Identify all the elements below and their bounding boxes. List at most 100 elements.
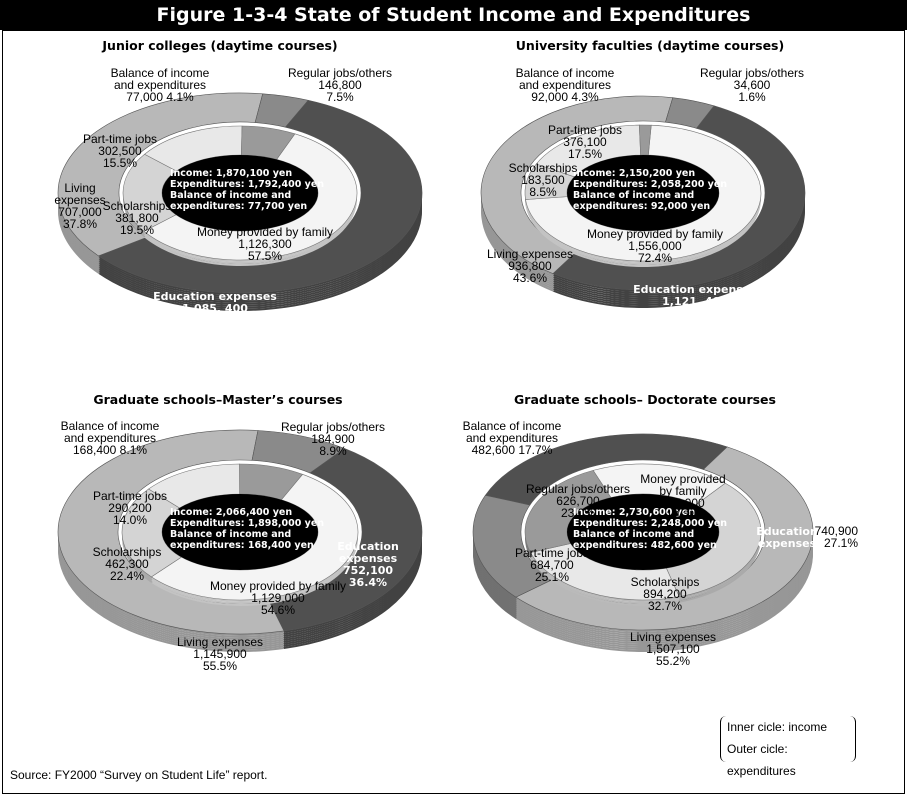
outer-wall-segment bbox=[515, 460, 814, 644]
label-pct: 37.8% bbox=[63, 217, 97, 231]
label-value: 376,100 bbox=[563, 135, 607, 149]
center-summary-ellipse bbox=[567, 494, 719, 570]
outer-slice-balance-of-income-and-expenditures bbox=[251, 430, 346, 474]
label-value: 936,800 bbox=[508, 259, 552, 273]
label-name: Education bbox=[756, 525, 818, 538]
inner-wall-segment bbox=[151, 478, 358, 604]
label-name: Scholarships bbox=[103, 199, 172, 213]
center-income: Income: 2,730,600 yen bbox=[573, 507, 695, 518]
label-value: 525,000 bbox=[661, 496, 705, 510]
label-value: 894,200 bbox=[643, 587, 687, 601]
outer-slice-balance-of-income-and-expenditures bbox=[254, 93, 309, 128]
source-note: Source: FY2000 “Survey on Student Life” … bbox=[10, 768, 268, 782]
label-name: Balance of income bbox=[463, 419, 562, 433]
outer-wall-segment bbox=[515, 448, 814, 632]
label-pct: 25.1% bbox=[535, 570, 569, 584]
label-value: 626,700 bbox=[556, 494, 600, 508]
label-name: Regular jobs/others bbox=[526, 482, 630, 496]
label-value: 684,700 bbox=[530, 558, 574, 572]
label-name: Living expenses bbox=[630, 630, 716, 644]
label-pct: 23.0% bbox=[561, 506, 595, 520]
label-value: 302,500 bbox=[98, 144, 142, 158]
label-value: 1,085, 400 bbox=[182, 302, 248, 315]
label-value: 290,200 bbox=[108, 501, 152, 515]
label-name: expenses bbox=[758, 537, 817, 550]
outer-slice-balance-of-income-and-expenditures bbox=[472, 494, 553, 598]
label-name: Scholarships bbox=[631, 575, 700, 589]
center-balance2: expenditures: 168,400 yen bbox=[170, 540, 314, 551]
outer-wall-segment bbox=[515, 466, 814, 651]
label-pct: 55.2% bbox=[656, 654, 690, 668]
donut-chart-4: Graduate schools– Doctorate courses Incom… bbox=[463, 392, 859, 668]
center-income: Income: 2,066,400 yen bbox=[170, 507, 292, 518]
outer-wall-segment bbox=[515, 454, 814, 638]
label-value: 184,900 bbox=[311, 432, 355, 446]
label-name: Money provided by family bbox=[587, 227, 723, 241]
label-name: Living expenses bbox=[487, 247, 573, 261]
center-balance2: expenditures: 482,600 yen bbox=[573, 540, 717, 551]
chart-title: University faculties (daytime courses) bbox=[516, 38, 784, 53]
label-pct: 57.5% bbox=[248, 249, 282, 263]
donut-chart-1: Junior colleges (daytime courses) Income:… bbox=[54, 38, 423, 327]
center-summary-ellipse bbox=[162, 494, 318, 570]
label-pct: 14.0% bbox=[113, 513, 147, 527]
label-value: 92,000 4.3% bbox=[531, 90, 599, 104]
label-name: Regular jobs/others bbox=[288, 66, 392, 80]
label-value: 1,129,000 bbox=[251, 591, 305, 605]
label-pct: 15.5% bbox=[103, 156, 137, 170]
center-balance2: expenditures: 92,000 yen bbox=[573, 201, 710, 212]
outer-slice-living-expenses bbox=[480, 95, 674, 275]
outer-slice-education-expenses bbox=[269, 448, 423, 632]
inner-slice-money-provided-by-family bbox=[525, 124, 762, 262]
label-name: expenses bbox=[339, 552, 398, 565]
chart-title: Junior colleges (daytime courses) bbox=[101, 38, 337, 53]
center-balance1: Balance of income and bbox=[573, 190, 694, 201]
center-balance1: Balance of income and bbox=[170, 529, 291, 540]
label-pct: 43.6% bbox=[513, 271, 547, 285]
figure-title: Figure 1-3-4 State of Student Income and… bbox=[0, 0, 907, 30]
label-name: Regular jobs/others bbox=[700, 66, 804, 80]
outer-wall-segment bbox=[515, 458, 814, 642]
label-pct: 22.4% bbox=[110, 569, 144, 583]
label-pct: 1.6% bbox=[738, 90, 766, 104]
label-value: 34,600 bbox=[734, 78, 771, 92]
label-pct: 8.5% bbox=[529, 185, 557, 199]
label-name: Money provided bbox=[640, 472, 725, 486]
label-name: and expenditures bbox=[64, 431, 156, 445]
outer-slice-balance-of-income-and-expenditures bbox=[665, 97, 715, 129]
label-value: 1,507,100 bbox=[646, 642, 700, 656]
label-pct: 36.4% bbox=[349, 576, 387, 589]
label-name: and expenditures bbox=[114, 78, 206, 92]
outer-slice-education-expenses bbox=[97, 99, 423, 294]
label-name: Part-time jobs bbox=[548, 123, 622, 137]
label-name: expenses bbox=[54, 193, 105, 207]
label-name: and expenditures bbox=[519, 78, 611, 92]
label-pct: 55.5% bbox=[203, 659, 237, 673]
label-value: 462,300 bbox=[105, 557, 149, 571]
center-balance1: Balance of income and bbox=[170, 190, 291, 201]
label-value: 77,000 4.1% bbox=[126, 90, 194, 104]
label-value: 740,900 bbox=[815, 524, 859, 538]
label-pct: 19.2% bbox=[666, 508, 700, 522]
label-name: Part-time jobs bbox=[93, 489, 167, 503]
outer-wall-segment bbox=[515, 456, 814, 640]
chart-title: Graduate schools– Doctorate courses bbox=[514, 392, 776, 407]
label-value: 1,126,300 bbox=[238, 237, 292, 251]
label-name: Part-time jobs bbox=[83, 132, 157, 146]
